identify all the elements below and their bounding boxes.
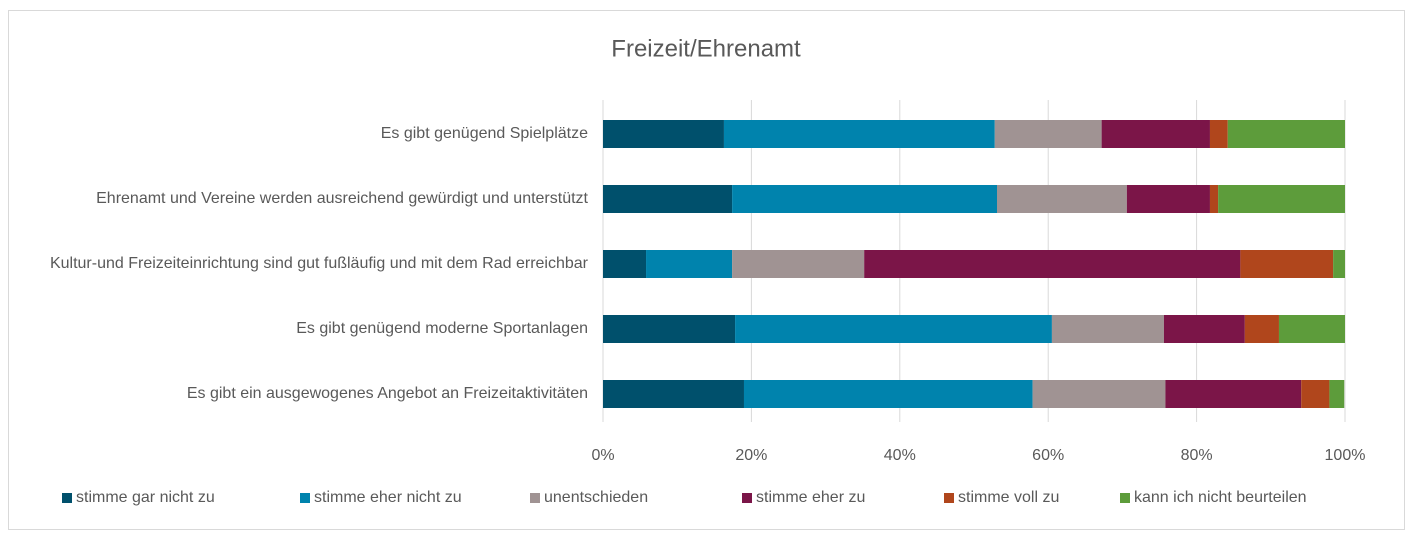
legend-swatch [742, 493, 752, 503]
category-label: Es gibt ein ausgewogenes Angebot an Frei… [186, 385, 588, 402]
legend-label: unentschieden [544, 489, 648, 506]
category-label: Ehrenamt und Vereine werden ausreichend … [96, 190, 588, 207]
legend-label: stimme voll zu [958, 489, 1059, 506]
bar-segment [603, 185, 733, 213]
legend-swatch [944, 493, 954, 503]
legend-label: kann ich nicht beurteilen [1134, 489, 1307, 506]
bar-segment [994, 120, 1102, 148]
bar-segment [732, 250, 865, 278]
legend-swatch [530, 493, 540, 503]
bar-segment [1278, 315, 1345, 343]
category-label: Kultur-und Freizeiteinrichtung sind gut … [49, 255, 588, 272]
bar-segment [1163, 315, 1245, 343]
bar-segment [1209, 120, 1228, 148]
bar-segment [1240, 250, 1334, 278]
bar-segment [997, 185, 1127, 213]
x-tick-label: 60% [1032, 447, 1064, 464]
x-tick-label: 100% [1325, 447, 1366, 464]
category-label: Es gibt genügend Spielplätze [380, 125, 588, 142]
bar-segment [735, 315, 1052, 343]
legend-label: stimme eher nicht zu [314, 489, 462, 506]
bar-segment [603, 315, 736, 343]
bar-segment [603, 120, 724, 148]
bar-segment [1209, 185, 1219, 213]
bar-segment [1126, 185, 1210, 213]
bar-segment [1227, 120, 1345, 148]
bar-segment [1333, 250, 1345, 278]
bar-segment [743, 380, 1033, 408]
bar-segment [1101, 120, 1210, 148]
x-tick-label: 40% [884, 447, 916, 464]
bar-segment [723, 120, 995, 148]
bar-segment [1329, 380, 1345, 408]
x-tick-label: 0% [591, 447, 614, 464]
x-tick-label: 20% [735, 447, 767, 464]
legend-swatch [300, 493, 310, 503]
legend-label: stimme eher zu [756, 489, 865, 506]
chart-title: Freizeit/Ehrenamt [611, 35, 801, 62]
bar-segment [1244, 315, 1279, 343]
bar-segment [1165, 380, 1302, 408]
bar-segment [1301, 380, 1330, 408]
bar-segment [646, 250, 733, 278]
category-label: Es gibt genügend moderne Sportanlagen [296, 320, 588, 337]
bar-segment [864, 250, 1241, 278]
legend-label: stimme gar nicht zu [76, 489, 215, 506]
bar-segment [1032, 380, 1166, 408]
bar-segment [732, 185, 998, 213]
bar-segment [603, 250, 647, 278]
legend-swatch [1120, 493, 1130, 503]
x-tick-label: 80% [1181, 447, 1213, 464]
bar-segment [1051, 315, 1164, 343]
bar-segment [1218, 185, 1345, 213]
legend-swatch [62, 493, 72, 503]
bar-segment [603, 380, 744, 408]
